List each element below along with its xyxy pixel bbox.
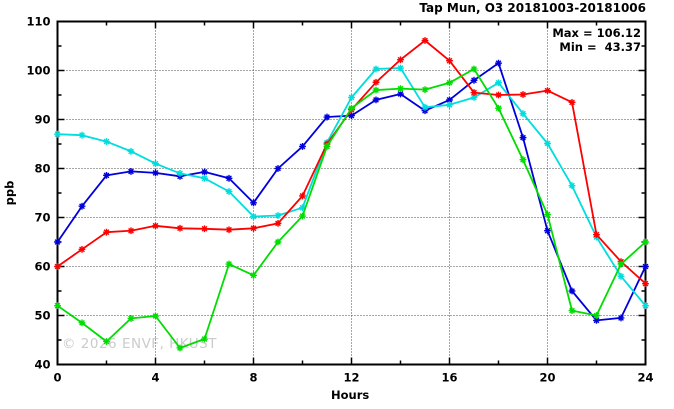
x-axis-label: Hours — [331, 388, 370, 402]
y-tick-label: 70 — [34, 211, 50, 225]
x-tick-label: 24 — [637, 371, 653, 385]
x-tick-label: 20 — [539, 371, 555, 385]
series-green-day-markers — [54, 65, 649, 352]
x-tick-label: 12 — [343, 371, 359, 385]
y-tick-label: 100 — [26, 64, 50, 78]
max-value-label: Max = 106.12 — [552, 26, 641, 40]
x-tick-label: 0 — [53, 371, 61, 385]
y-tick-label: 50 — [34, 309, 50, 323]
x-tick-label: 8 — [249, 371, 257, 385]
y-tick-label: 60 — [34, 260, 50, 274]
x-tick-label: 4 — [151, 371, 159, 385]
y-tick-label: 80 — [34, 162, 50, 176]
min-value-label: Min = 43.37 — [559, 40, 641, 54]
x-tick-label: 16 — [441, 371, 457, 385]
y-tick-label: 40 — [34, 358, 50, 372]
plot-border — [56, 20, 647, 366]
series-blue-day-line — [56, 62, 647, 322]
y-tick-label: 110 — [26, 15, 50, 29]
y-tick-label: 90 — [34, 113, 50, 127]
chart-title: Tap Mun, O3 20181003-20181006 — [419, 1, 646, 15]
y-axis-label: ppb — [2, 180, 17, 206]
max-min-annotation: Max = 106.12 Min = 43.37 — [552, 26, 641, 54]
